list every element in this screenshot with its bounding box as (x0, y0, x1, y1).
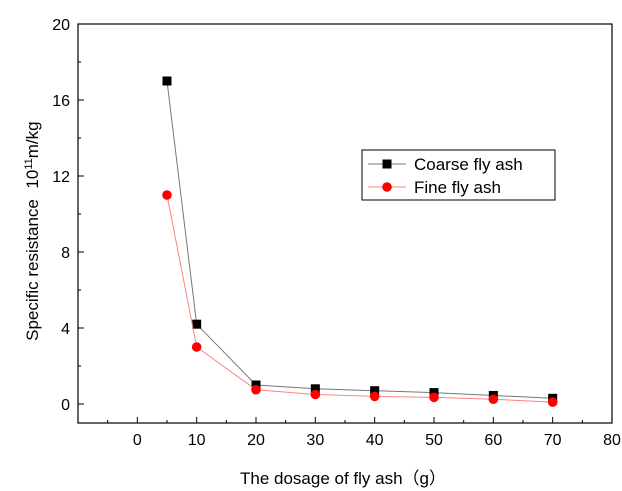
legend-label: Coarse fly ash (414, 155, 523, 174)
y-tick-label: 20 (52, 17, 70, 34)
series-layer (162, 76, 558, 407)
y-axis-unit-exponent: 11 (23, 158, 35, 169)
data-point-circle (310, 389, 321, 400)
data-point-circle (369, 391, 380, 402)
series-line (166, 194, 553, 403)
legend-box (361, 149, 556, 201)
series-line (166, 80, 553, 399)
y-axis-title-group: Specific resistance (23, 199, 42, 341)
y-tick-label: 0 (61, 397, 70, 414)
x-tick-label: 30 (306, 432, 324, 449)
legend-label: Fine fly ash (414, 178, 501, 197)
x-tick-label: 40 (366, 432, 384, 449)
data-point-circle (251, 384, 261, 395)
y-axis-unit-base: 10 (23, 170, 42, 189)
series-fine-fly-ash (162, 190, 558, 407)
data-point-circle (547, 397, 558, 407)
data-point-circle (488, 394, 499, 405)
y-axis-unit-group: 1011m/kg (23, 121, 42, 188)
axes: 0 10 20 30 40 50 60 70 80 0 4 8 12 16 20 (52, 17, 621, 449)
y-axis-unit: 1011m/kg (23, 121, 42, 188)
data-point-square (192, 319, 202, 329)
y-axis-unit-rest: m/kg (23, 121, 42, 158)
x-tick-label: 20 (247, 432, 265, 449)
x-tick-label: 70 (544, 432, 562, 449)
data-point-square (310, 384, 320, 394)
data-point-square (162, 76, 172, 86)
data-point-circle (429, 392, 439, 403)
legend: Coarse fly ash Fine fly ash (361, 149, 556, 201)
data-point-square (370, 386, 380, 396)
y-axis-title: Specific resistance (23, 199, 42, 341)
series-coarse-fly-ash (162, 76, 558, 403)
legend-marker-circle (382, 182, 392, 192)
y-tick-label: 8 (61, 245, 70, 262)
y-tick-label: 12 (52, 169, 70, 186)
plot-frame (77, 23, 613, 424)
x-tick-label: 50 (425, 432, 443, 449)
x-tick-label: 10 (188, 432, 206, 449)
data-point-circle (162, 190, 172, 200)
x-tick-label: 0 (133, 432, 142, 449)
x-axis-title: The dosage of fly ash（g） (240, 469, 446, 488)
x-tick-label: 80 (603, 432, 621, 449)
y-tick-label: 16 (52, 93, 70, 110)
y-tick-label: 4 (61, 321, 70, 338)
legend-marker-square (382, 159, 392, 169)
x-tick-label: 60 (484, 432, 502, 449)
data-point-circle (191, 342, 202, 352)
